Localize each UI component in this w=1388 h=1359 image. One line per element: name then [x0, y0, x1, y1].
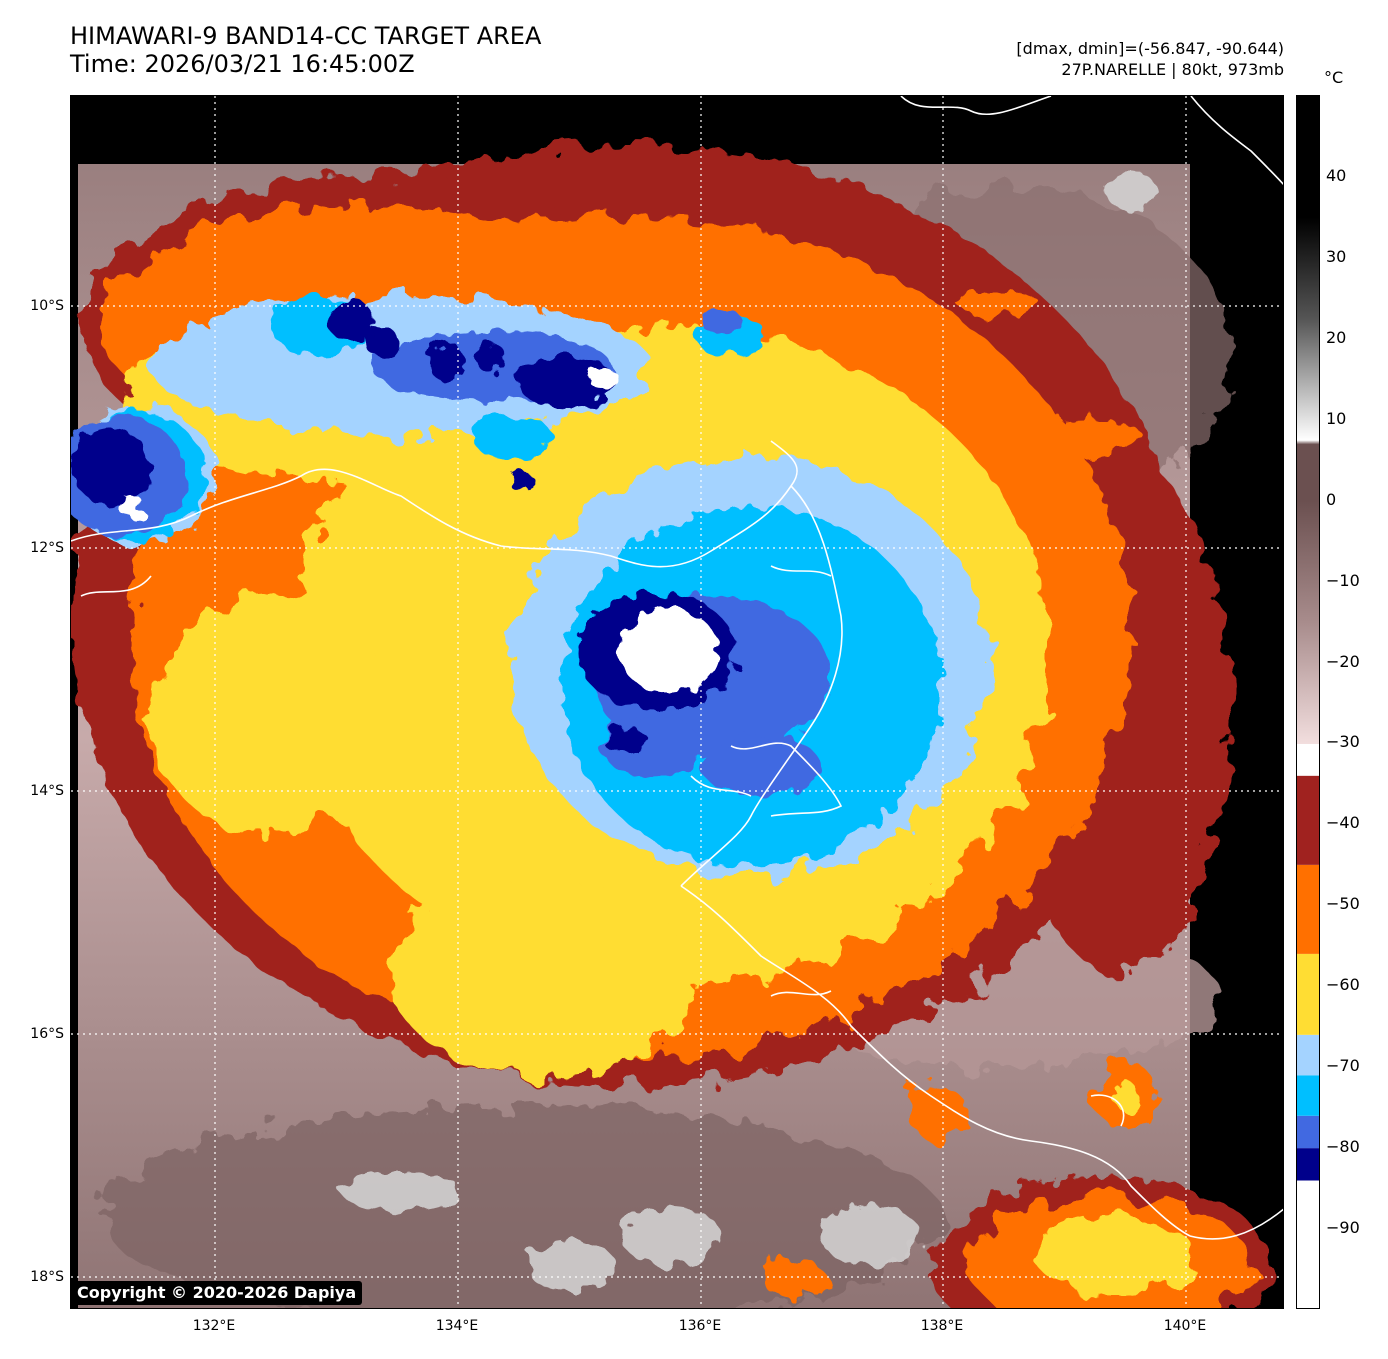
- colorbar-tick-label: −80: [1326, 1137, 1360, 1157]
- lat-tick-14s: 14°S: [30, 783, 64, 799]
- storm-name-intensity: 27P.NARELLE | 80kt, 973mb: [1061, 60, 1284, 79]
- colorbar-band-4: [1297, 1034, 1319, 1076]
- colorbar-band-2: [1297, 1115, 1319, 1149]
- lon-tick-136e: 136°E: [678, 1318, 722, 1334]
- colorbar-warm-segment: [1297, 96, 1319, 501]
- colorbar-bands: [1297, 775, 1319, 1308]
- storm-info: [dmax, dmin]=(-56.847, -90.644) 27P.NARE…: [1016, 38, 1284, 80]
- colorbar-tick-label: −50: [1326, 894, 1360, 914]
- lon-tick-140e: 140°E: [1163, 1318, 1207, 1334]
- colorbar-tick-label: 0: [1326, 489, 1337, 509]
- colorbar-tick-label: 30: [1326, 246, 1347, 266]
- colorbar-band-5: [1297, 953, 1319, 1035]
- colorbar-tick-label: −10: [1326, 570, 1360, 590]
- colorbar-band-1: [1297, 1148, 1319, 1181]
- colorbar-tick-label: 40: [1326, 165, 1347, 185]
- lon-tick-138e: 138°E: [920, 1318, 964, 1334]
- title-line-1: HIMAWARI-9 BAND14-CC TARGET AREA: [70, 22, 542, 50]
- colorbar-tick-label: 10: [1326, 408, 1347, 428]
- colorbar-tick-label: −40: [1326, 813, 1360, 833]
- colorbar-tick-label: −20: [1326, 651, 1360, 671]
- lat-tick-10s: 10°S: [30, 298, 64, 314]
- copyright-badge: Copyright © 2020-2026 Dapiya: [72, 1281, 363, 1305]
- colorbar-mid-segment: [1297, 501, 1319, 744]
- colorbar-tick-label: −60: [1326, 975, 1360, 995]
- colorbar-band-3: [1297, 1075, 1319, 1116]
- colorbar-tick-label: −90: [1326, 1218, 1360, 1238]
- dmax-dmin-readout: [dmax, dmin]=(-56.847, -90.644): [1016, 39, 1284, 58]
- colorbar-tick-label: −30: [1326, 732, 1360, 752]
- graticule: [71, 96, 1283, 1308]
- satellite-map: [70, 95, 1284, 1309]
- lat-tick-18s: 18°S: [30, 1269, 64, 1285]
- lon-tick-134e: 134°E: [435, 1318, 479, 1334]
- colorbar-band-0: [1297, 1180, 1319, 1308]
- colorbar-tick-label: 20: [1326, 327, 1347, 347]
- lat-tick-16s: 16°S: [30, 1026, 64, 1042]
- lat-tick-12s: 12°S: [30, 540, 64, 556]
- cloud-top-shading: [71, 146, 1271, 1308]
- chart-title: HIMAWARI-9 BAND14-CC TARGET AREA Time: 2…: [70, 22, 541, 78]
- colorbar-unit: °C: [1324, 68, 1344, 87]
- title-line-2: Time: 2026/03/21 16:45:00Z: [70, 50, 415, 78]
- map-canvas: [71, 96, 1283, 1308]
- lon-tick-132e: 132°E: [192, 1318, 236, 1334]
- colorbar: [1296, 95, 1320, 1309]
- colorbar-canvas: [1297, 96, 1319, 1308]
- colorbar-band-7: [1297, 775, 1319, 865]
- colorbar-band-6: [1297, 864, 1319, 954]
- colorbar-tick-label: −70: [1326, 1056, 1360, 1076]
